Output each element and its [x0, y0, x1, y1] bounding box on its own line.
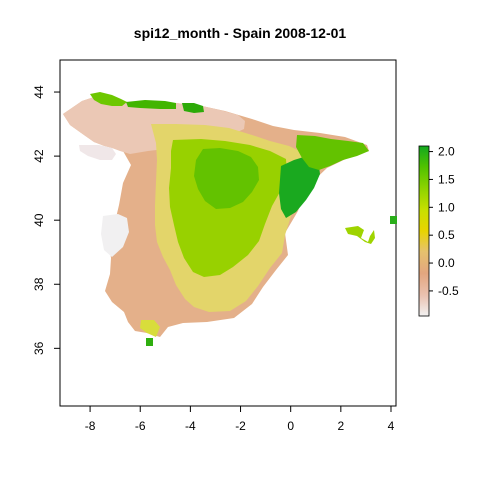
x-axis-label: -4 — [185, 419, 196, 433]
legend-label: 2.0 — [438, 145, 455, 159]
y-axis-label: 40 — [32, 213, 46, 227]
legend-label: 1.5 — [438, 172, 455, 186]
x-axis-label: 2 — [337, 419, 344, 433]
x-axis-label: 0 — [287, 419, 294, 433]
color-legend: 2.0 1.5 1.0 0.5 0.0 -0.5 — [418, 145, 459, 317]
legend-label: 0.0 — [438, 256, 455, 270]
map-title: spi12_month - Spain 2008-12-01 — [134, 25, 347, 41]
legend-label: 0.5 — [438, 228, 455, 242]
x-axis-label: -8 — [85, 419, 96, 433]
x-axis-label: -2 — [235, 419, 246, 433]
x-axis-label: 4 — [388, 419, 395, 433]
axis-labels: -8 -6 -4 -2 0 2 4 44 42 40 38 36 — [32, 85, 394, 433]
legend-bar — [418, 145, 430, 317]
y-axis-label: 38 — [32, 277, 46, 291]
y-axis-label: 42 — [32, 149, 46, 163]
spain-region — [63, 92, 397, 346]
x-axis-label: -6 — [135, 419, 146, 433]
y-axis-label: 36 — [32, 341, 46, 355]
legend-label: 1.0 — [438, 200, 455, 214]
legend-label: -0.5 — [438, 284, 459, 298]
plot-frame — [59, 59, 397, 407]
y-axis-label: 44 — [32, 85, 46, 99]
